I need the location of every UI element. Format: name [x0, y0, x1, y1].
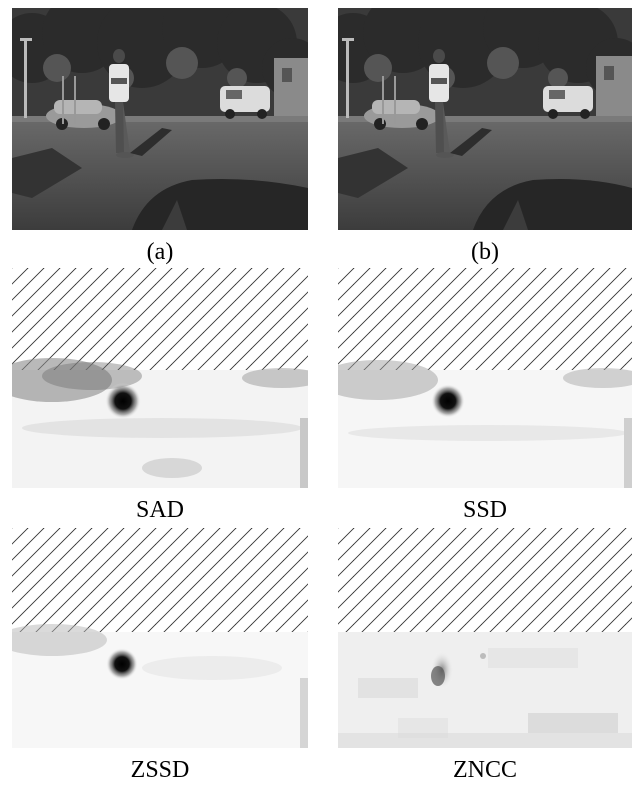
photo-b [338, 8, 632, 230]
cost-map-zssd [12, 528, 308, 748]
cost-map-zncc [338, 528, 632, 748]
caption-zssd: ZSSD [130, 757, 190, 783]
caption-a: (a) [146, 239, 174, 265]
caption-zncc: ZNCC [452, 757, 517, 783]
cost-map-ssd [338, 268, 632, 488]
caption-b: (b) [471, 239, 499, 265]
caption-ssd: SSD [462, 497, 508, 523]
caption-sad: SAD [135, 497, 184, 523]
cost-map-sad [12, 268, 308, 488]
photo-a [12, 8, 308, 230]
